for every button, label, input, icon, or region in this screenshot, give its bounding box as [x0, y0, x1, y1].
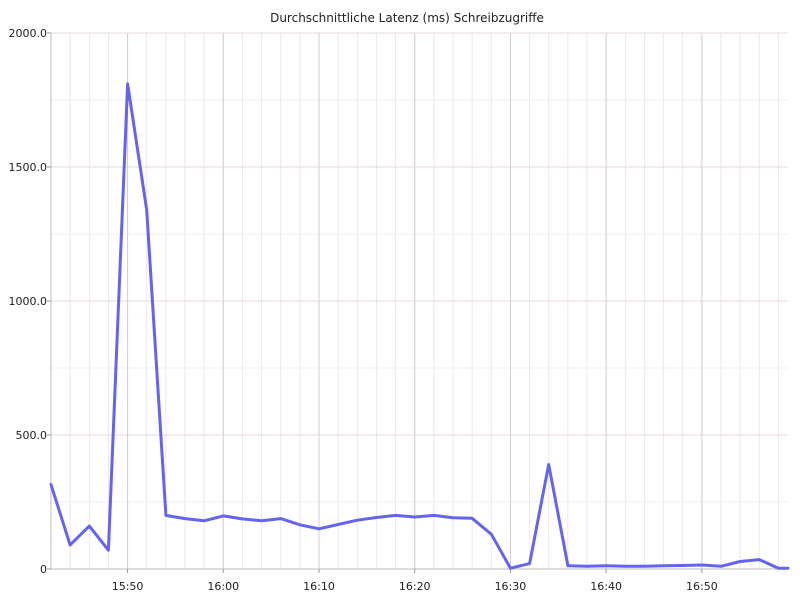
x-tick-label: 16:00: [207, 580, 239, 593]
x-tick-label: 16:20: [399, 580, 431, 593]
chart-title: Durchschnittliche Latenz (ms) Schreibzug…: [270, 11, 544, 25]
x-axis-ticks: 15:50 16:00 16:10 16:20 16:30 16:40 16:50: [112, 569, 718, 593]
grid: [50, 32, 788, 570]
y-tick-label: 1000.0: [9, 295, 48, 308]
series-layer: [49, 82, 790, 570]
y-tick-label: 1500.0: [9, 161, 48, 174]
y-tick-label: 0: [40, 563, 47, 576]
x-tick-label: 16:10: [303, 580, 335, 593]
y-tick-label: 2000.0: [9, 27, 48, 40]
series-line-0: [49, 82, 790, 570]
x-tick-label: 16:50: [686, 580, 718, 593]
x-tick-label: 16:30: [495, 580, 527, 593]
x-tick-label: 16:40: [590, 580, 622, 593]
y-axis-ticks: 0 500.0 1000.0 1500.0 2000.0: [9, 27, 51, 576]
x-tick-label: 15:50: [112, 580, 144, 593]
y-tick-label: 500.0: [16, 429, 48, 442]
